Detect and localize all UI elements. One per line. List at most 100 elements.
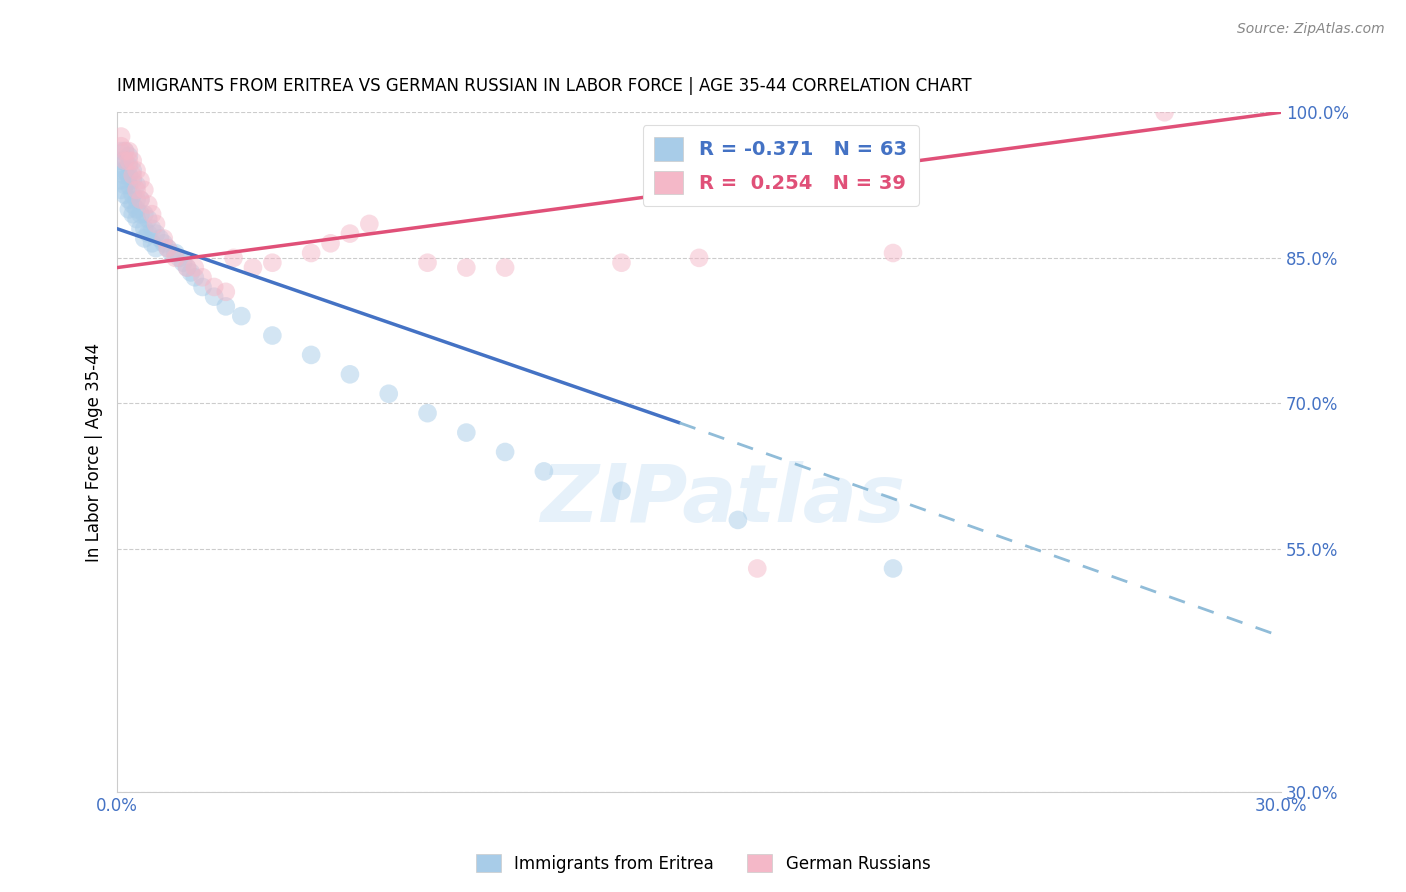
Point bbox=[156, 241, 179, 255]
Point bbox=[118, 144, 141, 158]
Point bbox=[610, 256, 633, 270]
Point bbox=[125, 183, 148, 197]
Point bbox=[121, 169, 143, 183]
Point bbox=[202, 290, 225, 304]
Point bbox=[145, 217, 167, 231]
Point bbox=[121, 153, 143, 168]
Point bbox=[134, 207, 156, 221]
Point bbox=[145, 227, 167, 241]
Point bbox=[125, 163, 148, 178]
Point bbox=[136, 197, 159, 211]
Point bbox=[110, 163, 132, 178]
Point bbox=[319, 236, 342, 251]
Point bbox=[114, 144, 136, 158]
Point bbox=[121, 187, 143, 202]
Point bbox=[416, 406, 439, 420]
Point bbox=[134, 183, 156, 197]
Point bbox=[339, 368, 361, 382]
Point bbox=[136, 212, 159, 227]
Point bbox=[121, 163, 143, 178]
Point bbox=[134, 231, 156, 245]
Point bbox=[176, 260, 198, 275]
Point bbox=[727, 513, 749, 527]
Point bbox=[118, 169, 141, 183]
Point bbox=[215, 299, 238, 313]
Point bbox=[165, 246, 187, 260]
Point bbox=[118, 178, 141, 192]
Point bbox=[125, 212, 148, 227]
Point bbox=[129, 173, 152, 187]
Point bbox=[114, 144, 136, 158]
Point bbox=[152, 231, 174, 245]
Point bbox=[136, 227, 159, 241]
Point bbox=[114, 169, 136, 183]
Point bbox=[110, 139, 132, 153]
Point bbox=[121, 207, 143, 221]
Point bbox=[125, 178, 148, 192]
Point bbox=[242, 260, 264, 275]
Point bbox=[134, 221, 156, 235]
Point bbox=[156, 241, 179, 255]
Point bbox=[165, 251, 187, 265]
Point bbox=[114, 153, 136, 168]
Point bbox=[114, 187, 136, 202]
Text: Source: ZipAtlas.com: Source: ZipAtlas.com bbox=[1237, 22, 1385, 37]
Point bbox=[494, 260, 516, 275]
Point bbox=[149, 231, 172, 245]
Point bbox=[882, 561, 904, 575]
Point bbox=[110, 129, 132, 144]
Point bbox=[125, 202, 148, 217]
Point bbox=[222, 251, 245, 265]
Point bbox=[1153, 105, 1175, 120]
Legend: Immigrants from Eritrea, German Russians: Immigrants from Eritrea, German Russians bbox=[470, 847, 936, 880]
Point bbox=[191, 270, 214, 285]
Point bbox=[152, 236, 174, 251]
Point bbox=[167, 251, 190, 265]
Point bbox=[118, 202, 141, 217]
Point bbox=[456, 425, 478, 440]
Point bbox=[184, 260, 207, 275]
Point bbox=[172, 256, 194, 270]
Point bbox=[110, 144, 132, 158]
Point bbox=[610, 483, 633, 498]
Point bbox=[456, 260, 478, 275]
Point bbox=[141, 221, 163, 235]
Point bbox=[110, 173, 132, 187]
Point bbox=[118, 193, 141, 207]
Point bbox=[121, 197, 143, 211]
Point bbox=[747, 561, 769, 575]
Point bbox=[180, 265, 202, 279]
Point bbox=[688, 251, 710, 265]
Point bbox=[191, 280, 214, 294]
Point bbox=[118, 159, 141, 173]
Point bbox=[114, 163, 136, 178]
Point bbox=[176, 260, 198, 275]
Point bbox=[114, 178, 136, 192]
Point bbox=[110, 153, 132, 168]
Y-axis label: In Labor Force | Age 35-44: In Labor Force | Age 35-44 bbox=[86, 343, 103, 562]
Point bbox=[141, 236, 163, 251]
Point bbox=[118, 153, 141, 168]
Point bbox=[339, 227, 361, 241]
Point bbox=[299, 348, 322, 362]
Point bbox=[262, 328, 284, 343]
Legend: R = -0.371   N = 63, R =  0.254   N = 39: R = -0.371 N = 63, R = 0.254 N = 39 bbox=[643, 126, 918, 206]
Point bbox=[416, 256, 439, 270]
Point bbox=[114, 153, 136, 168]
Point bbox=[533, 464, 555, 478]
Point bbox=[215, 285, 238, 299]
Text: ZIPatlas: ZIPatlas bbox=[540, 460, 905, 539]
Point bbox=[129, 207, 152, 221]
Point bbox=[377, 386, 399, 401]
Point bbox=[129, 193, 152, 207]
Point bbox=[141, 207, 163, 221]
Point bbox=[110, 183, 132, 197]
Point bbox=[494, 445, 516, 459]
Point bbox=[262, 256, 284, 270]
Point bbox=[129, 193, 152, 207]
Point bbox=[299, 246, 322, 260]
Point bbox=[125, 193, 148, 207]
Point bbox=[202, 280, 225, 294]
Point bbox=[160, 246, 183, 260]
Text: IMMIGRANTS FROM ERITREA VS GERMAN RUSSIAN IN LABOR FORCE | AGE 35-44 CORRELATION: IMMIGRANTS FROM ERITREA VS GERMAN RUSSIA… bbox=[117, 78, 972, 95]
